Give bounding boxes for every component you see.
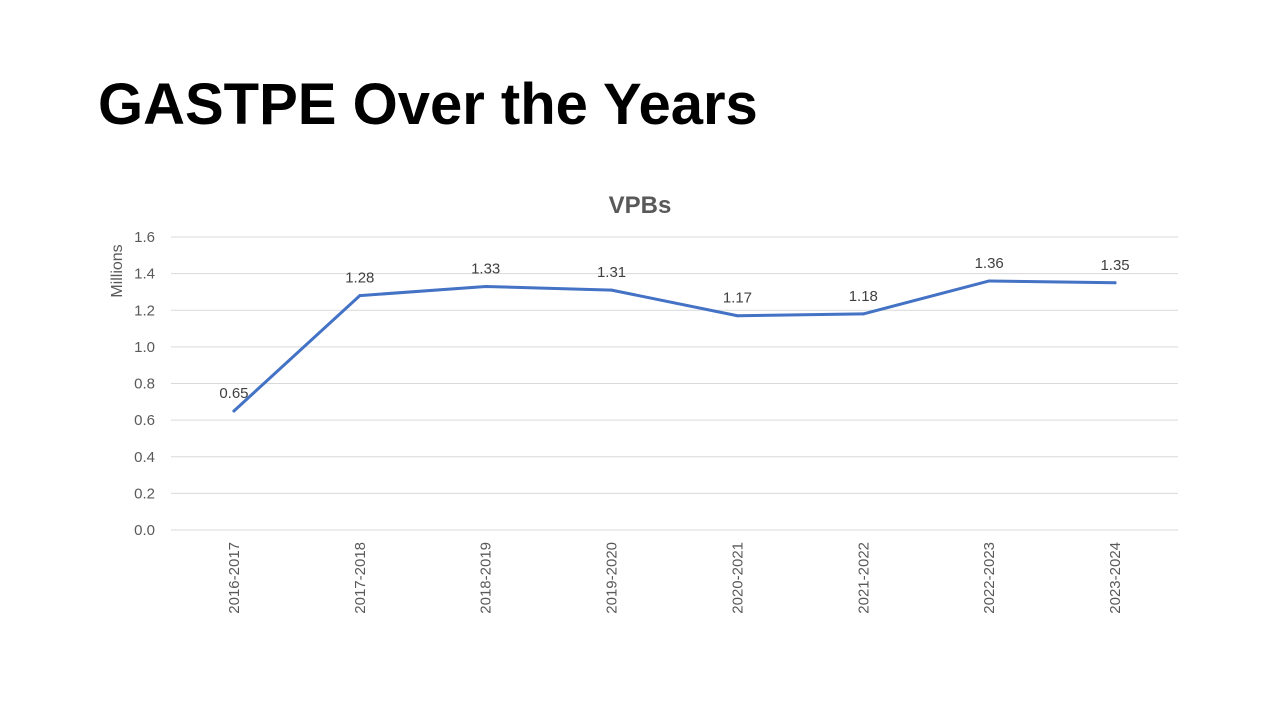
y-axis-ticks: 0.0 0.2 0.4 0.6 0.8 1.0 1.2 1.4 1.6	[134, 229, 155, 539]
series-line	[232, 279, 1117, 413]
data-point	[735, 314, 739, 318]
y-tick-label: 0.0	[134, 522, 155, 539]
x-tick-label: 2016-2017	[226, 542, 243, 614]
data-label: 0.65	[219, 385, 248, 402]
x-tick-label: 2018-2019	[478, 542, 495, 614]
y-axis-title: Millions	[109, 244, 126, 297]
y-tick-label: 0.2	[134, 485, 155, 502]
data-label: 1.28	[345, 270, 374, 287]
x-tick-label: 2019-2020	[604, 542, 621, 614]
data-labels: 0.65 1.28 1.33 1.31 1.17 1.18 1.36 1.35	[219, 255, 1129, 402]
slide-title: GASTPE Over the Years	[98, 72, 758, 137]
y-tick-label: 0.6	[134, 412, 155, 429]
y-tick-label: 0.8	[134, 376, 155, 393]
gridlines	[171, 236, 1178, 531]
data-label: 1.36	[975, 255, 1004, 272]
data-label: 1.31	[597, 264, 626, 281]
data-point	[484, 284, 488, 288]
y-tick-label: 0.4	[134, 449, 155, 466]
data-point	[861, 312, 865, 316]
data-point	[358, 294, 362, 298]
y-tick-label: 1.6	[134, 229, 155, 246]
series-group	[232, 279, 1117, 413]
x-axis-ticks: 2016-2017 2017-2018 2018-2019 2019-2020 2020…	[226, 542, 1124, 614]
y-tick-label: 1.2	[134, 302, 155, 319]
chart-title: VPBs	[609, 192, 672, 219]
data-label: 1.33	[471, 260, 500, 277]
x-tick-label: 2022-2023	[981, 542, 998, 614]
data-label: 1.18	[849, 288, 878, 305]
data-point	[610, 288, 614, 292]
x-tick-label: 2021-2022	[855, 542, 872, 614]
y-tick-label: 1.0	[134, 339, 155, 356]
data-point	[987, 279, 991, 283]
data-point	[232, 409, 236, 413]
x-tick-label: 2020-2021	[729, 542, 746, 614]
x-tick-label: 2017-2018	[352, 542, 369, 614]
data-point	[1113, 281, 1117, 285]
data-label: 1.35	[1100, 257, 1129, 274]
y-tick-label: 1.4	[134, 266, 155, 283]
x-tick-label: 2023-2024	[1107, 542, 1124, 614]
data-label: 1.17	[723, 290, 752, 307]
